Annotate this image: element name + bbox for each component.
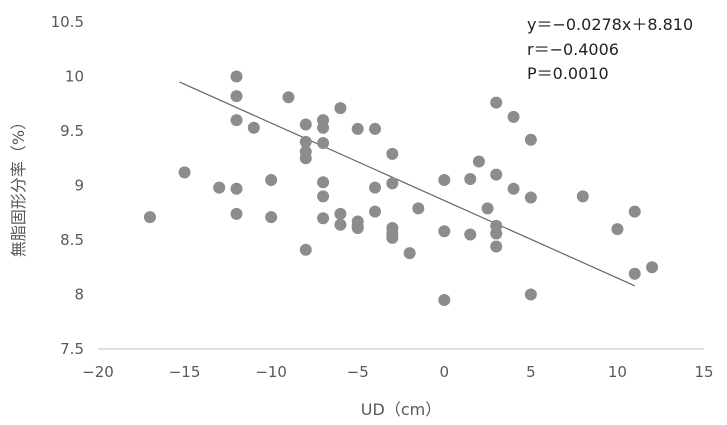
- y-tick-labels: 7.5 8 8.5 9 9.5 10 10.5: [51, 13, 84, 358]
- trendline: [179, 81, 635, 287]
- data-point: [334, 218, 347, 231]
- data-point: [213, 181, 226, 194]
- data-point: [412, 202, 425, 215]
- data-point: [299, 118, 312, 131]
- data-point: [438, 225, 451, 238]
- data-point: [334, 207, 347, 220]
- y-tick-label: 8: [74, 286, 84, 304]
- data-point: [524, 191, 537, 204]
- data-point: [247, 121, 260, 134]
- data-point: [438, 293, 451, 306]
- data-point: [481, 202, 494, 215]
- data-point: [369, 205, 382, 218]
- data-point: [386, 231, 399, 244]
- data-point: [369, 122, 382, 135]
- data-point: [230, 114, 243, 127]
- data-point: [143, 211, 156, 224]
- data-point: [299, 243, 312, 256]
- data-point: [628, 205, 641, 218]
- data-point: [490, 240, 503, 253]
- y-tick-label: 7.5: [60, 340, 84, 358]
- data-point: [317, 190, 330, 203]
- y-tick-label: 10.5: [51, 13, 84, 31]
- data-point: [507, 182, 520, 195]
- data-point: [490, 96, 503, 109]
- y-tick-label: 9.5: [60, 122, 84, 140]
- x-tick-label: −15: [169, 363, 201, 381]
- data-point: [611, 223, 624, 236]
- data-point: [230, 182, 243, 195]
- x-axis-title: UD（cm）: [361, 400, 441, 419]
- data-point: [317, 136, 330, 149]
- data-point: [386, 177, 399, 190]
- data-point: [351, 222, 364, 235]
- data-point: [351, 122, 364, 135]
- data-point: [299, 152, 312, 165]
- x-tick-label: −5: [347, 363, 369, 381]
- data-point: [299, 135, 312, 148]
- data-point: [490, 168, 503, 181]
- data-point: [317, 121, 330, 134]
- data-point: [265, 174, 278, 187]
- data-point: [334, 102, 347, 115]
- data-point: [230, 207, 243, 220]
- data-point: [646, 261, 659, 274]
- x-tick-labels: −20 −15 −10 −5 0 5 10 15: [82, 363, 713, 381]
- regression-equation: y＝−0.0278x＋8.810: [527, 15, 693, 34]
- x-tick-label: 10: [608, 363, 627, 381]
- correlation-coefficient: r＝−0.4006: [527, 40, 619, 59]
- data-point: [464, 228, 477, 241]
- y-axis-title: 無脂固形分率（%）: [9, 114, 28, 257]
- data-point: [317, 212, 330, 225]
- data-point: [282, 91, 295, 104]
- x-tick-label: −10: [255, 363, 287, 381]
- data-point: [472, 155, 485, 168]
- data-points: [143, 70, 659, 306]
- data-point: [464, 172, 477, 185]
- data-point: [230, 90, 243, 103]
- data-point: [317, 176, 330, 189]
- data-point: [576, 190, 589, 203]
- data-point: [524, 133, 537, 146]
- data-point: [490, 227, 503, 240]
- data-point: [369, 181, 382, 194]
- data-point: [265, 211, 278, 224]
- x-tick-label: −20: [82, 363, 114, 381]
- data-point: [403, 247, 416, 260]
- y-tick-label: 8.5: [60, 231, 84, 249]
- x-tick-label: 5: [526, 363, 536, 381]
- y-tick-label: 10: [65, 68, 84, 86]
- data-point: [628, 267, 641, 280]
- y-tick-label: 9: [74, 177, 84, 195]
- data-point: [524, 288, 537, 301]
- data-point: [178, 166, 191, 179]
- data-point: [386, 147, 399, 160]
- data-point: [438, 174, 451, 187]
- data-point: [507, 110, 520, 123]
- p-value: P＝0.0010: [527, 64, 609, 83]
- x-tick-label: 0: [440, 363, 450, 381]
- x-tick-label: 15: [694, 363, 713, 381]
- data-point: [230, 70, 243, 83]
